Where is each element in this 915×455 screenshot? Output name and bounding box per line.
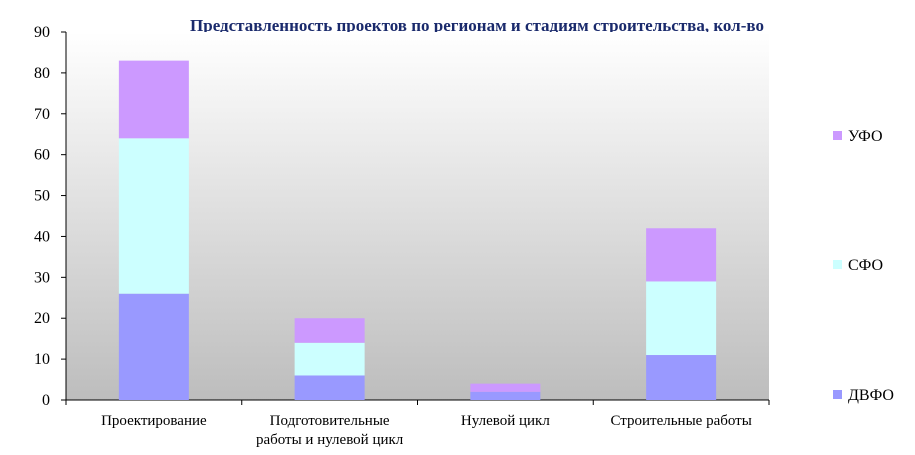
x-category-label: Строительные работы [610,413,751,429]
x-category-label: Проектирование [101,413,207,429]
bar-segment [470,383,541,392]
bar-segment [646,281,717,356]
y-tick-label: 30 [34,269,50,286]
legend: УФО СФО ДВФО [833,128,894,404]
bar-segment [118,138,189,294]
bar-segment [646,355,717,400]
category-labels: Проектирование Подготовительные работы и н… [101,413,752,448]
x-category-label: Нулевой цикл [461,413,550,429]
bar-segment [294,318,365,343]
x-category-label: работы и нулевой цикл [256,432,404,448]
y-tick-label: 80 [34,65,50,82]
y-tick-label: 90 [34,24,50,41]
y-tick-label: 70 [34,106,50,123]
y-tick-label: 0 [42,392,50,409]
bar-segment [470,391,541,400]
legend-label: СФО [848,257,883,274]
y-tick-label: 60 [34,147,50,164]
axes: 0 10 20 30 40 50 60 70 80 90 [34,24,770,409]
bar-segment [646,228,717,282]
bars [118,60,717,400]
bar-segment [294,375,365,400]
legend-label: ДВФО [848,387,894,404]
bar-segment [118,60,189,139]
legend-label: УФО [848,128,883,145]
y-tick-label: 40 [34,228,50,245]
legend-swatch [833,260,842,269]
legend-swatch [833,390,842,399]
x-category-label: Подготовительные [270,413,390,429]
legend-swatch [833,131,842,140]
bar-segment [294,342,365,376]
chart-title-line: Представленность проектов по регионам и … [190,16,764,35]
y-tick-label: 50 [34,188,50,205]
y-tick-label: 10 [34,351,50,368]
y-tick-label: 20 [34,310,50,327]
bar-segment [118,293,189,400]
